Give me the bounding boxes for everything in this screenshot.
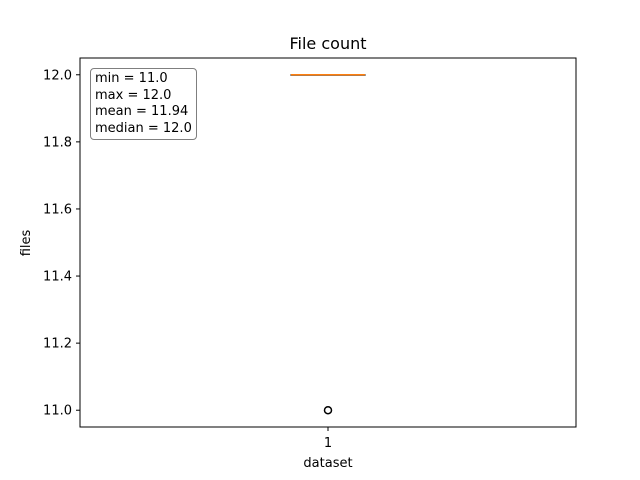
stat-mean: mean = 11.94	[95, 104, 189, 119]
outlier-point	[323, 405, 333, 415]
stats-annotation-box: min = 11.0 max = 12.0 mean = 11.94 media…	[90, 68, 197, 140]
x-tick-label: 1	[324, 436, 332, 451]
y-tick-label: 11.8	[43, 135, 72, 150]
y-tick-label: 11.2	[43, 337, 72, 352]
x-axis-label: dataset	[303, 456, 352, 471]
x-axis: 1	[324, 427, 332, 451]
y-tick-label: 11.6	[43, 202, 72, 217]
y-axis: 11.0 11.2 11.4 11.6 11.8 12.0	[43, 68, 80, 419]
y-tick-label: 12.0	[43, 68, 72, 83]
y-tick-label: 11.4	[43, 270, 72, 285]
stat-median: median = 12.0	[95, 120, 192, 136]
y-tick-label: 11.0	[43, 404, 72, 419]
stat-max: max = 12.0	[95, 87, 172, 103]
box-plot-marks	[290, 74, 366, 415]
chart-title: File count	[290, 34, 367, 53]
stat-min: min = 11.0	[95, 71, 168, 86]
y-axis-label: files	[19, 229, 34, 256]
